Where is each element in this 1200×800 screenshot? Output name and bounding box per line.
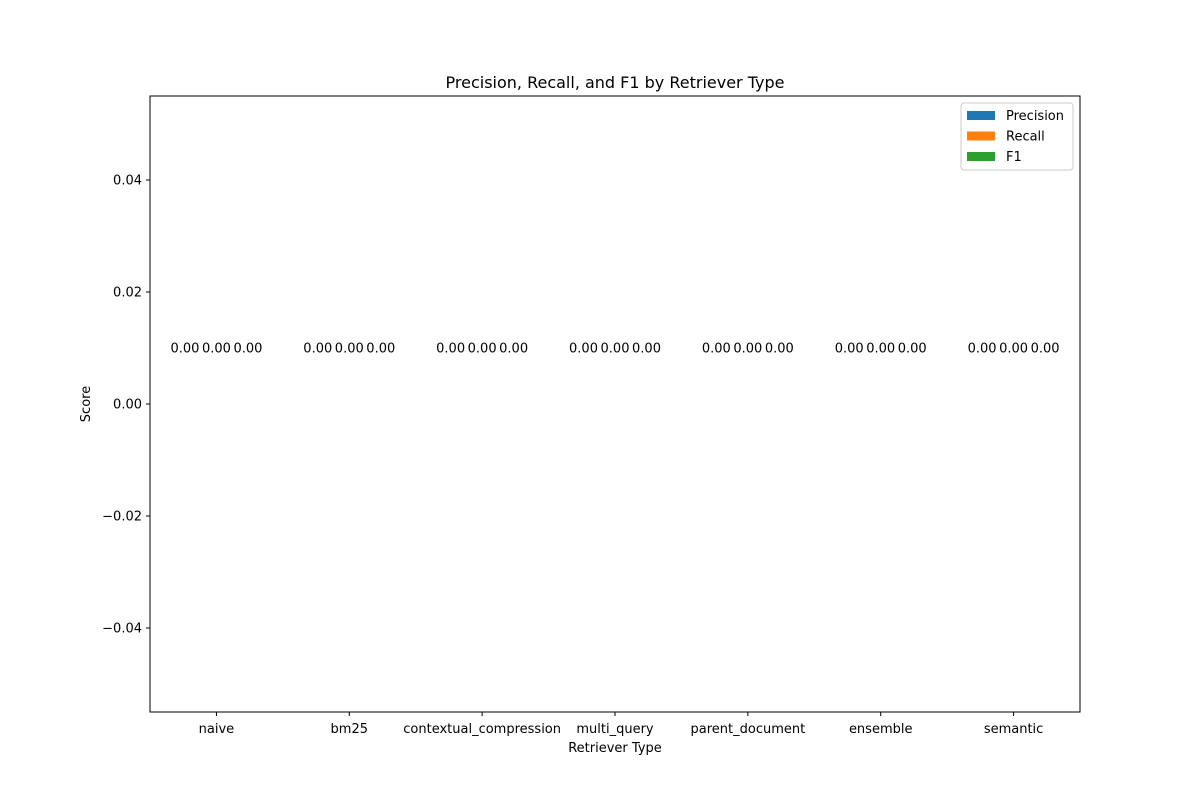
bar-value-label: 0.00 [468, 342, 497, 357]
plot-area: 0.04 0.02 0.00 −0.02 −0.04 naive bm25 contextua… [102, 174, 1059, 738]
y-tick-label: 0.00 [113, 398, 142, 413]
legend: Precision Recall F1 [960, 102, 1074, 171]
legend-swatch [967, 111, 995, 120]
bar-value-label: 0.00 [170, 342, 199, 357]
bar-value-label: 0.00 [436, 342, 465, 357]
legend-swatch [967, 131, 995, 141]
y-tick-label: −0.02 [102, 510, 142, 525]
x-tick-label: ensemble [849, 722, 913, 737]
bar-value-label: 0.00 [233, 342, 262, 357]
y-tick-label: 0.02 [113, 286, 142, 301]
bar-value-label: 0.00 [733, 342, 762, 357]
bar-value-label: 0.00 [898, 342, 927, 357]
bar-value-label: 0.00 [499, 342, 528, 357]
chart-title: Precision, Recall, and F1 by Retriever T… [446, 73, 785, 92]
bar-value-label: 0.00 [335, 342, 364, 357]
x-tick-label: bm25 [331, 722, 368, 737]
bar-value-label: 0.00 [702, 342, 731, 357]
x-tick-label: naive [199, 722, 235, 737]
bar-value-label: 0.00 [1031, 342, 1060, 357]
bar-value-label: 0.00 [202, 342, 231, 357]
legend-label: F1 [1006, 150, 1022, 165]
bar-value-label: 0.00 [866, 342, 895, 357]
x-tick-label: semantic [984, 722, 1044, 737]
y-tick-label: 0.04 [113, 174, 142, 189]
bar-value-label: 0.00 [632, 342, 661, 357]
x-tick-label: parent_document [691, 722, 806, 737]
legend-swatch [967, 152, 995, 161]
bar-value-label: 0.00 [303, 342, 332, 357]
y-axis-label: Score [79, 386, 94, 422]
legend-label: Recall [1006, 130, 1045, 145]
bar-value-label: 0.00 [601, 342, 630, 357]
x-tick-label: contextual_compression [403, 722, 561, 737]
x-tick-label: multi_query [576, 722, 654, 737]
legend-label: Precision [1006, 109, 1064, 124]
y-tick-label: −0.04 [102, 622, 142, 637]
bar-value-label: 0.00 [765, 342, 794, 357]
bar-value-label: 0.00 [569, 342, 598, 357]
bar-value-label: 0.00 [968, 342, 997, 357]
axes-frame [149, 95, 1081, 713]
bar-value-label: 0.00 [366, 342, 395, 357]
x-axis-label: Retriever Type [568, 741, 662, 756]
bar-value-label: 0.00 [999, 342, 1028, 357]
bar-value-label: 0.00 [835, 342, 864, 357]
